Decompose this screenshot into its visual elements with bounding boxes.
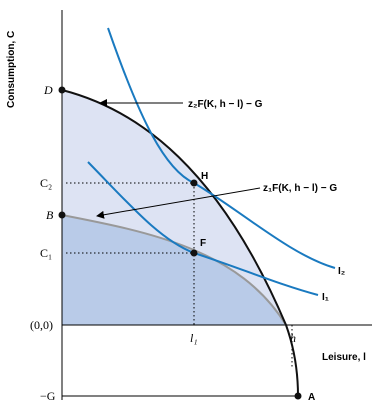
point [58, 211, 66, 219]
y-axis-label: Consumption, C [6, 31, 17, 108]
curve-label: I₂ [338, 266, 345, 277]
arrow [96, 187, 261, 219]
curve-label: z₁F(K, h − l) − G [263, 183, 337, 194]
point-label: H [201, 171, 208, 182]
tick-label: C₁ [40, 246, 52, 260]
curve-label: z₂F(K, h − l) − G [188, 99, 263, 110]
point [190, 249, 198, 257]
points [58, 86, 302, 400]
point-label: B [46, 208, 54, 222]
point-label: D [43, 83, 53, 97]
point [190, 179, 198, 187]
point [294, 392, 302, 400]
inner-curve [61, 214, 287, 326]
tick-label: (0,0) [30, 318, 53, 332]
x-axis-label: Leisure, l [322, 352, 366, 363]
point-label: A [308, 392, 315, 403]
curve-label: I₁ [322, 292, 329, 303]
outer-curve [61, 89, 299, 397]
tick-label: l₁ [190, 331, 198, 345]
inner-region [62, 215, 286, 325]
point-label: F [200, 238, 206, 249]
tick-label: C₂ [40, 176, 52, 190]
point [58, 86, 66, 94]
tick-label: −G [40, 389, 56, 403]
tick-label: h [290, 331, 296, 345]
